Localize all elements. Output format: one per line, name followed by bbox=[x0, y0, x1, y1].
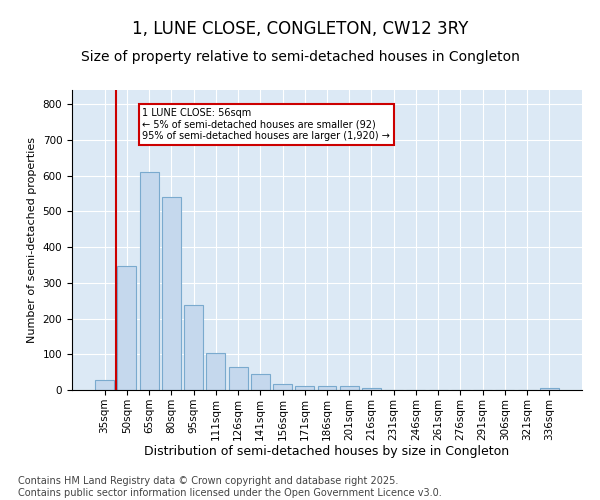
Bar bbox=[206, 353, 225, 390]
Text: Contains HM Land Registry data © Crown copyright and database right 2025.
Contai: Contains HM Land Registry data © Crown c… bbox=[18, 476, 442, 498]
Text: Size of property relative to semi-detached houses in Congleton: Size of property relative to semi-detach… bbox=[80, 50, 520, 64]
Text: 1, LUNE CLOSE, CONGLETON, CW12 3RY: 1, LUNE CLOSE, CONGLETON, CW12 3RY bbox=[132, 20, 468, 38]
Bar bbox=[118, 266, 136, 390]
Bar bbox=[162, 197, 181, 390]
Bar bbox=[540, 388, 559, 390]
Y-axis label: Number of semi-detached properties: Number of semi-detached properties bbox=[27, 137, 37, 343]
Bar bbox=[251, 374, 270, 390]
Bar bbox=[362, 388, 381, 390]
Bar bbox=[184, 306, 203, 390]
X-axis label: Distribution of semi-detached houses by size in Congleton: Distribution of semi-detached houses by … bbox=[145, 446, 509, 458]
Bar bbox=[140, 172, 158, 390]
Bar bbox=[95, 380, 114, 390]
Bar bbox=[229, 367, 248, 390]
Bar bbox=[340, 386, 359, 390]
Bar bbox=[295, 386, 314, 390]
Text: 1 LUNE CLOSE: 56sqm
← 5% of semi-detached houses are smaller (92)
95% of semi-de: 1 LUNE CLOSE: 56sqm ← 5% of semi-detache… bbox=[142, 108, 391, 141]
Bar bbox=[317, 386, 337, 390]
Bar bbox=[273, 384, 292, 390]
